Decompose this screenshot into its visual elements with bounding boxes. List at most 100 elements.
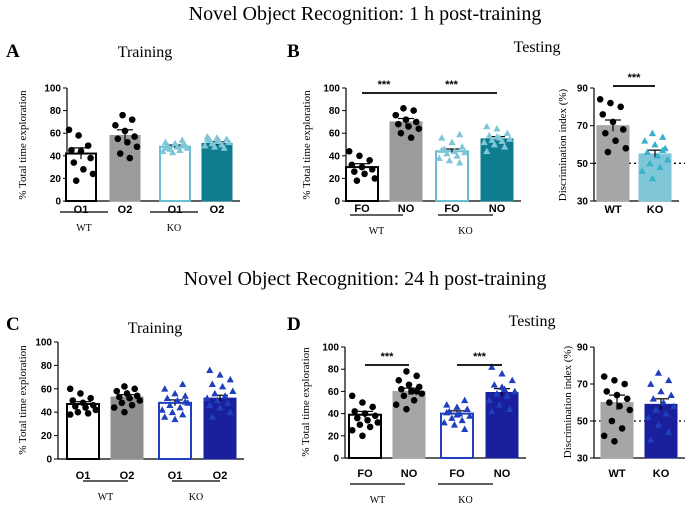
significance-label: *** bbox=[473, 351, 487, 363]
panel-b-testing-chart: Testing % Total time exploration 0 20 40 60 80… bbox=[301, 39, 560, 237]
data-point bbox=[348, 392, 356, 400]
bottom-section-title: Novel Object Recognition: 24 h post-trai… bbox=[184, 268, 547, 290]
data-point bbox=[453, 152, 461, 159]
data-point bbox=[348, 161, 356, 169]
panel-c-training-chart: Training % Total time exploration 0 20 40 60 8… bbox=[17, 320, 244, 503]
data-point bbox=[600, 373, 608, 380]
data-point bbox=[662, 410, 670, 417]
data-point bbox=[77, 390, 84, 397]
data-point bbox=[613, 391, 621, 399]
data-point bbox=[112, 121, 119, 129]
y-tick-label: 20 bbox=[328, 431, 340, 442]
bar bbox=[389, 121, 423, 202]
data-point bbox=[178, 136, 186, 143]
data-point bbox=[121, 408, 128, 416]
panel-b-discrimination-chart: Discrimination index (%) 30 50 70 90 WT KO *** bbox=[557, 72, 685, 216]
data-point bbox=[65, 126, 73, 134]
data-point bbox=[498, 370, 506, 377]
panel-letter-c: C bbox=[6, 314, 20, 335]
significance-label: *** bbox=[381, 351, 395, 363]
data-point bbox=[443, 408, 451, 416]
panel-letter-b: B bbox=[287, 41, 300, 62]
group-label: KO bbox=[458, 226, 472, 237]
data-point bbox=[179, 380, 187, 387]
data-point bbox=[116, 393, 123, 401]
data-point bbox=[611, 377, 618, 384]
y-tick-label: 0 bbox=[55, 197, 61, 208]
data-point bbox=[221, 392, 229, 399]
data-point bbox=[659, 133, 667, 140]
category-label: O2 bbox=[213, 470, 228, 482]
category-label: O1 bbox=[76, 470, 91, 482]
data-point bbox=[608, 417, 616, 425]
data-point bbox=[667, 391, 675, 398]
data-point bbox=[171, 415, 179, 423]
data-point bbox=[649, 395, 657, 402]
data-point bbox=[366, 423, 374, 431]
category-label: FO bbox=[354, 203, 370, 215]
data-point bbox=[506, 405, 514, 413]
data-point bbox=[483, 122, 491, 130]
data-point bbox=[453, 403, 461, 410]
data-point bbox=[483, 147, 491, 155]
data-point bbox=[498, 383, 506, 390]
category-label: O2 bbox=[210, 204, 225, 216]
group-label: WT bbox=[370, 495, 386, 506]
data-point bbox=[163, 394, 171, 402]
category-label: NO bbox=[489, 203, 506, 215]
panel-letter-a: A bbox=[6, 41, 20, 62]
data-point bbox=[80, 166, 87, 173]
data-point bbox=[361, 410, 369, 417]
data-point bbox=[596, 96, 604, 103]
data-point bbox=[220, 144, 228, 151]
data-point bbox=[351, 408, 359, 415]
data-point bbox=[616, 402, 623, 410]
data-point bbox=[646, 159, 654, 167]
data-point bbox=[353, 177, 361, 184]
panel-a-training-chart: Training % Total time exploration 0 20 40 60 8… bbox=[17, 44, 240, 234]
data-point bbox=[392, 401, 400, 409]
data-point bbox=[131, 385, 138, 393]
y-tick-label: 0 bbox=[333, 454, 339, 465]
data-point bbox=[89, 170, 97, 178]
chart-title: Testing bbox=[509, 313, 556, 330]
data-point bbox=[651, 140, 659, 148]
data-point bbox=[168, 408, 177, 416]
y-tick-label: 90 bbox=[577, 343, 589, 354]
data-point bbox=[226, 408, 234, 416]
y-tick-label: 80 bbox=[50, 106, 62, 117]
data-point bbox=[128, 401, 136, 409]
data-point bbox=[665, 376, 673, 384]
data-point bbox=[181, 398, 189, 405]
data-point bbox=[70, 159, 78, 166]
category-label: O1 bbox=[74, 204, 89, 216]
data-point bbox=[412, 118, 420, 126]
data-point bbox=[124, 138, 131, 146]
panel-letter-d: D bbox=[287, 314, 301, 335]
data-point bbox=[113, 387, 121, 395]
data-point bbox=[216, 403, 224, 411]
data-point bbox=[364, 416, 371, 424]
y-tick-label: 100 bbox=[322, 343, 339, 354]
data-point bbox=[400, 105, 407, 112]
data-point bbox=[371, 175, 379, 182]
y-axis-label: % Total time exploration bbox=[301, 90, 313, 200]
y-tick-label: 60 bbox=[50, 129, 62, 140]
data-point bbox=[659, 146, 667, 154]
data-point bbox=[415, 125, 423, 132]
y-tick-label: 100 bbox=[323, 84, 340, 95]
y-tick-label: 80 bbox=[329, 106, 341, 117]
data-point bbox=[400, 392, 408, 400]
data-point bbox=[480, 138, 488, 146]
y-tick-label: 70 bbox=[577, 380, 589, 391]
data-point bbox=[664, 155, 672, 163]
y-axis-label: % Total time exploration bbox=[17, 345, 29, 455]
data-point bbox=[607, 99, 614, 107]
data-point bbox=[179, 410, 187, 418]
data-point bbox=[647, 380, 655, 387]
data-point bbox=[603, 388, 611, 395]
data-point bbox=[626, 406, 634, 414]
data-point bbox=[501, 143, 509, 150]
data-point bbox=[458, 416, 466, 424]
